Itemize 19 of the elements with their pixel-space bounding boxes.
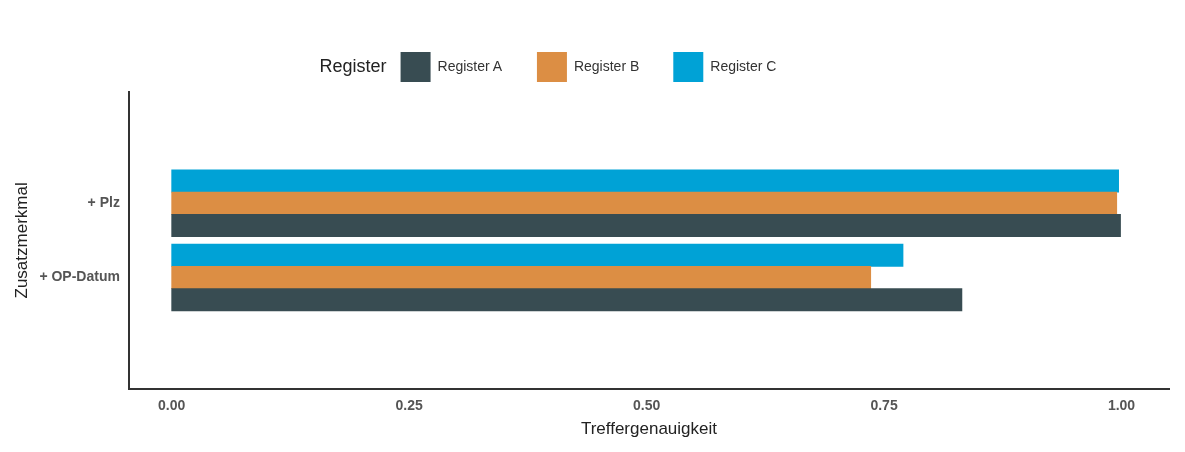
- legend-label: Register B: [573, 57, 640, 74]
- bar: [171, 243, 904, 267]
- bar: [171, 266, 872, 289]
- x-tick-label: 0.00: [158, 397, 186, 414]
- bar: [171, 214, 1121, 238]
- legend-label: Register C: [710, 57, 777, 74]
- x-tick-label: 0.25: [395, 397, 423, 414]
- bar: [171, 288, 963, 312]
- x-tick-label: 1.00: [1107, 397, 1136, 414]
- y-tick-label: + OP-Datum: [39, 268, 120, 285]
- x-axis-title: Treffergenauigkeit: [580, 419, 718, 439]
- bar: [171, 169, 1119, 193]
- y-tick-label: + Plz: [87, 194, 120, 211]
- bar: [171, 191, 1118, 215]
- x-tick-label: 0.75: [870, 397, 898, 414]
- x-tick-label: 0.50: [632, 397, 661, 414]
- legend-title: Register: [319, 55, 387, 76]
- legend-label: Register A: [437, 57, 503, 74]
- y-axis-title: Zusatzmerkmal: [11, 182, 31, 299]
